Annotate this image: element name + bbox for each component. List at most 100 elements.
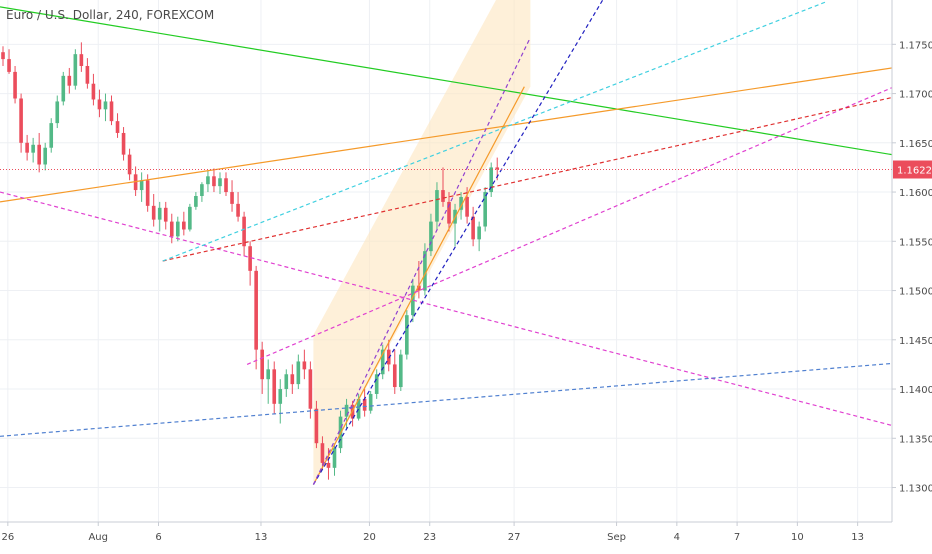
candle-body <box>194 195 198 207</box>
candle-body <box>55 101 60 124</box>
candle-body <box>61 75 66 102</box>
candle-body <box>79 54 84 66</box>
candle-body <box>278 389 283 404</box>
candle-body <box>31 144 35 153</box>
y-tick-label: 1.17000 <box>899 90 932 101</box>
candle-body <box>206 176 210 185</box>
candle-body <box>73 54 78 86</box>
x-tick-label: Aug <box>88 532 108 543</box>
candle-body <box>67 75 72 86</box>
candle-body <box>145 180 150 206</box>
candle-body <box>368 393 373 411</box>
channel-fill <box>313 0 531 485</box>
x-tick-label: 26 <box>1 532 14 543</box>
candle-body <box>175 221 180 237</box>
candle-body <box>151 205 156 220</box>
x-tick-label: 13 <box>851 532 864 543</box>
candle-body <box>139 180 144 191</box>
candle-body <box>212 176 216 187</box>
navy-dashed[interactable] <box>312 0 604 485</box>
x-tick-label: 6 <box>155 532 161 543</box>
x-tick-label: Sep <box>607 532 626 543</box>
candle-body <box>157 207 162 220</box>
x-tick-label: 20 <box>363 532 376 543</box>
pink-rising-dashed[interactable] <box>246 87 893 365</box>
candle-body <box>272 369 277 404</box>
candle-body <box>374 374 379 394</box>
red-dashed[interactable] <box>162 96 893 262</box>
candle-body <box>477 226 481 240</box>
candle-body <box>290 374 295 385</box>
y-tick-label: 1.16000 <box>899 188 932 199</box>
candle-body <box>447 201 451 224</box>
candle-body <box>483 192 487 227</box>
candle-body <box>435 190 439 222</box>
y-tick-label: 1.15500 <box>899 237 932 248</box>
x-tick-label: 23 <box>423 532 436 543</box>
candle-body <box>127 154 132 175</box>
candle-body <box>356 398 361 419</box>
candle-body <box>85 65 90 84</box>
candle-body <box>236 203 240 217</box>
candle-body <box>441 190 445 202</box>
candle-body <box>489 167 494 193</box>
candle-body <box>230 192 234 204</box>
candle-body <box>91 83 96 100</box>
candle-body <box>308 369 313 409</box>
candle-body <box>254 270 258 350</box>
candle-body <box>13 71 17 99</box>
y-tick-label: 1.16500 <box>899 139 932 150</box>
candle-body <box>200 184 204 196</box>
candle-body <box>121 132 126 155</box>
candle-body <box>326 462 331 468</box>
chart-title: Euro / U.S. Dollar, 240, FOREXCOM <box>6 8 215 22</box>
candle-body <box>392 364 397 388</box>
candle-body <box>115 121 120 133</box>
candle-body <box>296 361 301 385</box>
candle-body <box>423 251 427 291</box>
candle-body <box>266 369 271 380</box>
candle-body <box>320 443 325 463</box>
candle-body <box>1 52 5 60</box>
candle-body <box>242 216 246 247</box>
blue-dashed[interactable] <box>0 362 893 437</box>
orange-trendline[interactable] <box>0 67 893 203</box>
y-tick-label: 1.13000 <box>899 484 932 495</box>
candle-body <box>302 361 307 370</box>
candle-body <box>362 398 367 411</box>
candle-body <box>411 285 415 316</box>
x-tick-label: 13 <box>255 532 268 543</box>
candle-body <box>495 167 500 170</box>
candle-body <box>405 315 409 355</box>
candle-body <box>429 221 433 252</box>
candle-body <box>163 207 168 222</box>
candle-body <box>465 196 469 217</box>
candle-body <box>260 349 264 380</box>
y-tick-label: 1.15000 <box>899 287 932 298</box>
candle-body <box>398 354 403 388</box>
candle-body <box>7 59 11 72</box>
candle-body <box>182 221 186 230</box>
x-tick-label: 27 <box>508 532 521 543</box>
candle-body <box>188 206 192 230</box>
candle-body <box>332 448 337 468</box>
green-trendline[interactable] <box>0 6 893 156</box>
candles <box>1 42 500 480</box>
candle-body <box>49 123 54 148</box>
trendlines <box>0 0 893 485</box>
y-tick-label: 1.14000 <box>899 385 932 396</box>
orange-channel-lower[interactable] <box>312 86 525 485</box>
candle-body <box>218 178 222 187</box>
purple-dashed[interactable] <box>312 37 531 485</box>
candle-body <box>103 101 108 110</box>
candle-body <box>386 349 391 365</box>
x-tick-label: 7 <box>734 532 740 543</box>
y-tick-label: 1.14500 <box>899 336 932 347</box>
candle-body <box>380 349 385 375</box>
y-tick-label: 1.13500 <box>899 434 932 445</box>
candle-body <box>224 178 228 193</box>
candle-body <box>25 142 29 153</box>
